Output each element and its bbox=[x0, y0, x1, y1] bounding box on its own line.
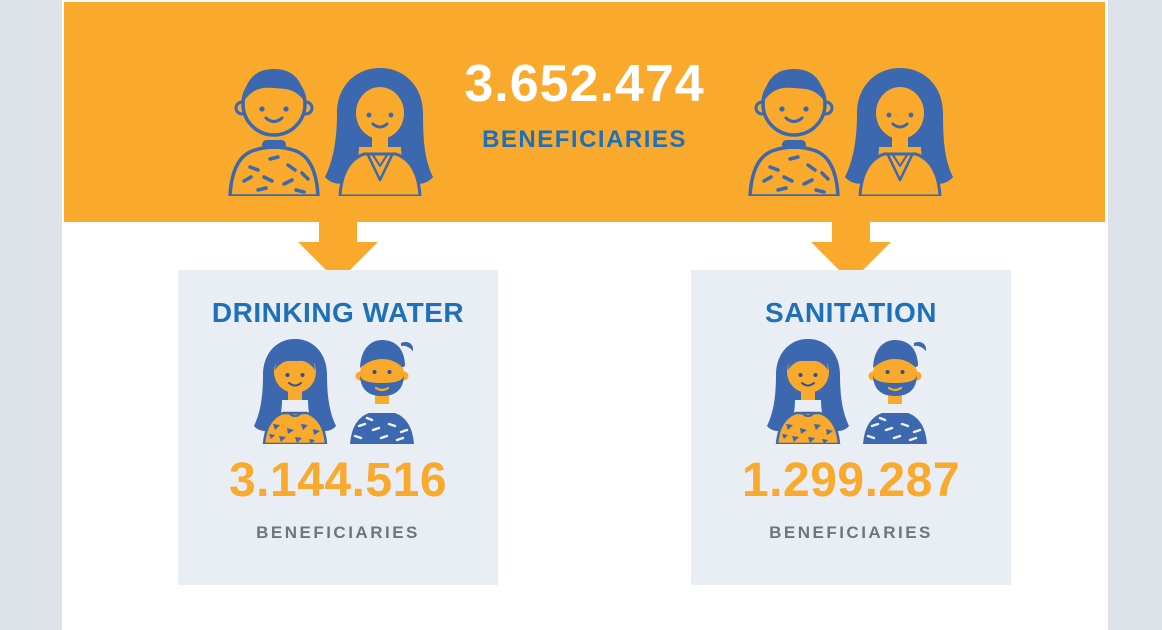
total-beneficiaries-banner: 3.652.474 BENEFICIARIES bbox=[64, 2, 1105, 222]
drinking-water-card: DRINKING WATER bbox=[178, 270, 498, 585]
drinking-water-title: DRINKING WATER bbox=[211, 297, 465, 328]
sanitation-card: SANITATION 1.299.287 BENEFICIARIES bbox=[691, 270, 1011, 585]
sanitation-value: 1.299.287 bbox=[741, 454, 961, 507]
total-beneficiaries-label: BENEFICIARIES bbox=[482, 126, 687, 153]
left-margin-strip bbox=[0, 0, 62, 630]
drinking-water-value: 3.144.516 bbox=[228, 454, 448, 507]
drinking-water-beneficiaries-label: BENEFICIARIES bbox=[256, 523, 420, 542]
banner-text-block: 3.652.474 BENEFICIARIES bbox=[64, 58, 1105, 152]
sanitation-beneficiaries-label: BENEFICIARIES bbox=[769, 523, 933, 542]
right-margin-strip bbox=[1108, 0, 1162, 630]
man-woman-pair-icon bbox=[748, 66, 954, 196]
woman-man-pair-icon bbox=[254, 339, 414, 444]
sanitation-title: SANITATION bbox=[765, 297, 937, 328]
total-beneficiaries-value: 3.652.474 bbox=[464, 55, 705, 113]
down-arrow-icon bbox=[298, 222, 378, 282]
down-arrow-icon bbox=[811, 222, 891, 282]
man-woman-pair-icon bbox=[228, 68, 433, 196]
woman-man-pair-icon bbox=[765, 337, 929, 444]
